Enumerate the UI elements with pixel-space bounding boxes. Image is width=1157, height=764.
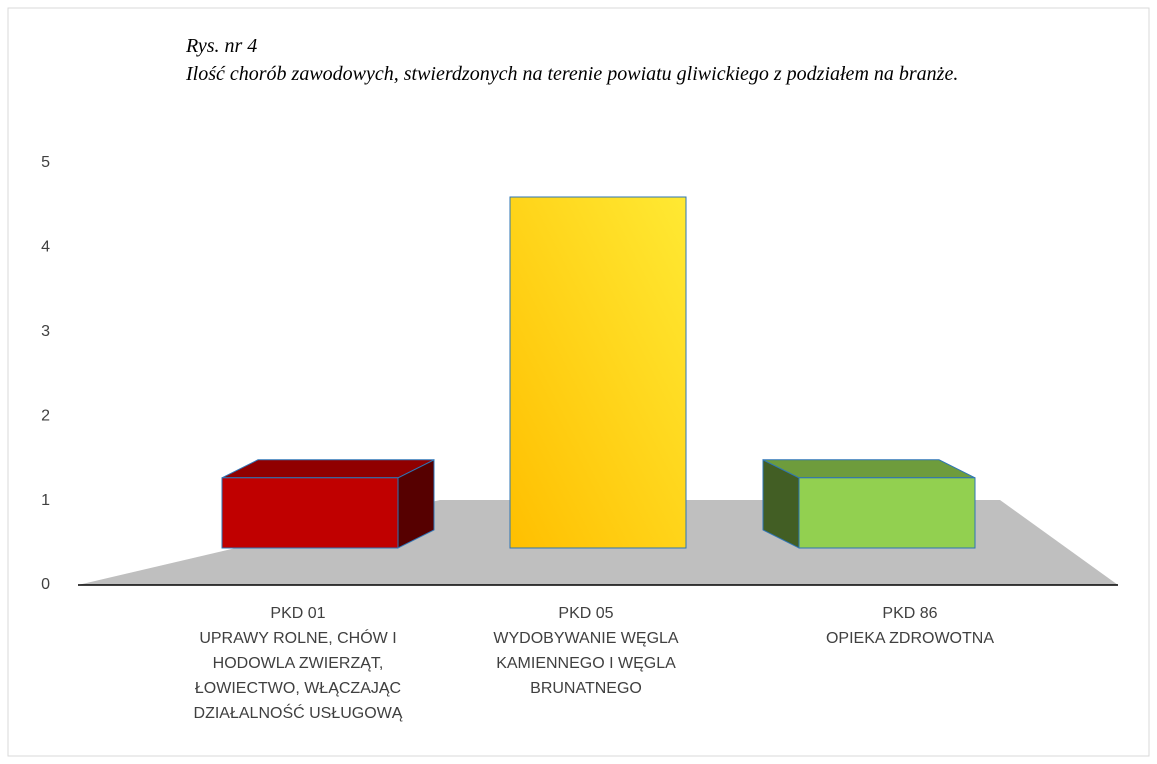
x-tick-label: PKD 01	[270, 605, 325, 622]
y-tick-label: 1	[41, 492, 50, 509]
y-tick-label: 0	[41, 576, 50, 593]
y-tick-label: 5	[41, 154, 50, 171]
x-tick-label: BRUNATNEGO	[530, 680, 642, 697]
bar	[798, 477, 976, 549]
bar-top	[221, 459, 435, 479]
chart-title: Rys. nr 4	[186, 35, 258, 57]
x-tick-label: OPIEKA ZDROWOTNA	[826, 630, 994, 647]
x-tick-label: PKD 86	[882, 605, 937, 622]
y-tick-label: 2	[41, 407, 50, 424]
chart-subtitle: Ilość chorób zawodowych, stwierdzonych n…	[186, 63, 959, 85]
x-tick-label: PKD 05	[558, 605, 613, 622]
title-block: Rys. nr 4 Ilość chorób zawodowych, stwie…	[186, 32, 1006, 88]
bar	[221, 477, 399, 549]
bar	[509, 196, 687, 549]
x-tick-label: UPRAWY ROLNE, CHÓW I	[199, 628, 396, 647]
x-tick-label: WYDOBYWANIE WĘGLA	[493, 630, 679, 647]
x-tick-label: ŁOWIECTWO, WŁĄCZAJĄC	[195, 680, 401, 697]
x-tick-label: KAMIENNEGO I WĘGLA	[496, 655, 676, 672]
x-tick-label: HODOWLA ZWIERZĄT,	[213, 655, 384, 672]
y-tick-label: 3	[41, 323, 50, 340]
chart-border	[7, 7, 1150, 757]
y-tick-label: 4	[41, 239, 50, 256]
bar-top	[762, 459, 976, 479]
x-tick-label: DZIAŁALNOŚĆ USŁUGOWĄ	[194, 703, 403, 722]
